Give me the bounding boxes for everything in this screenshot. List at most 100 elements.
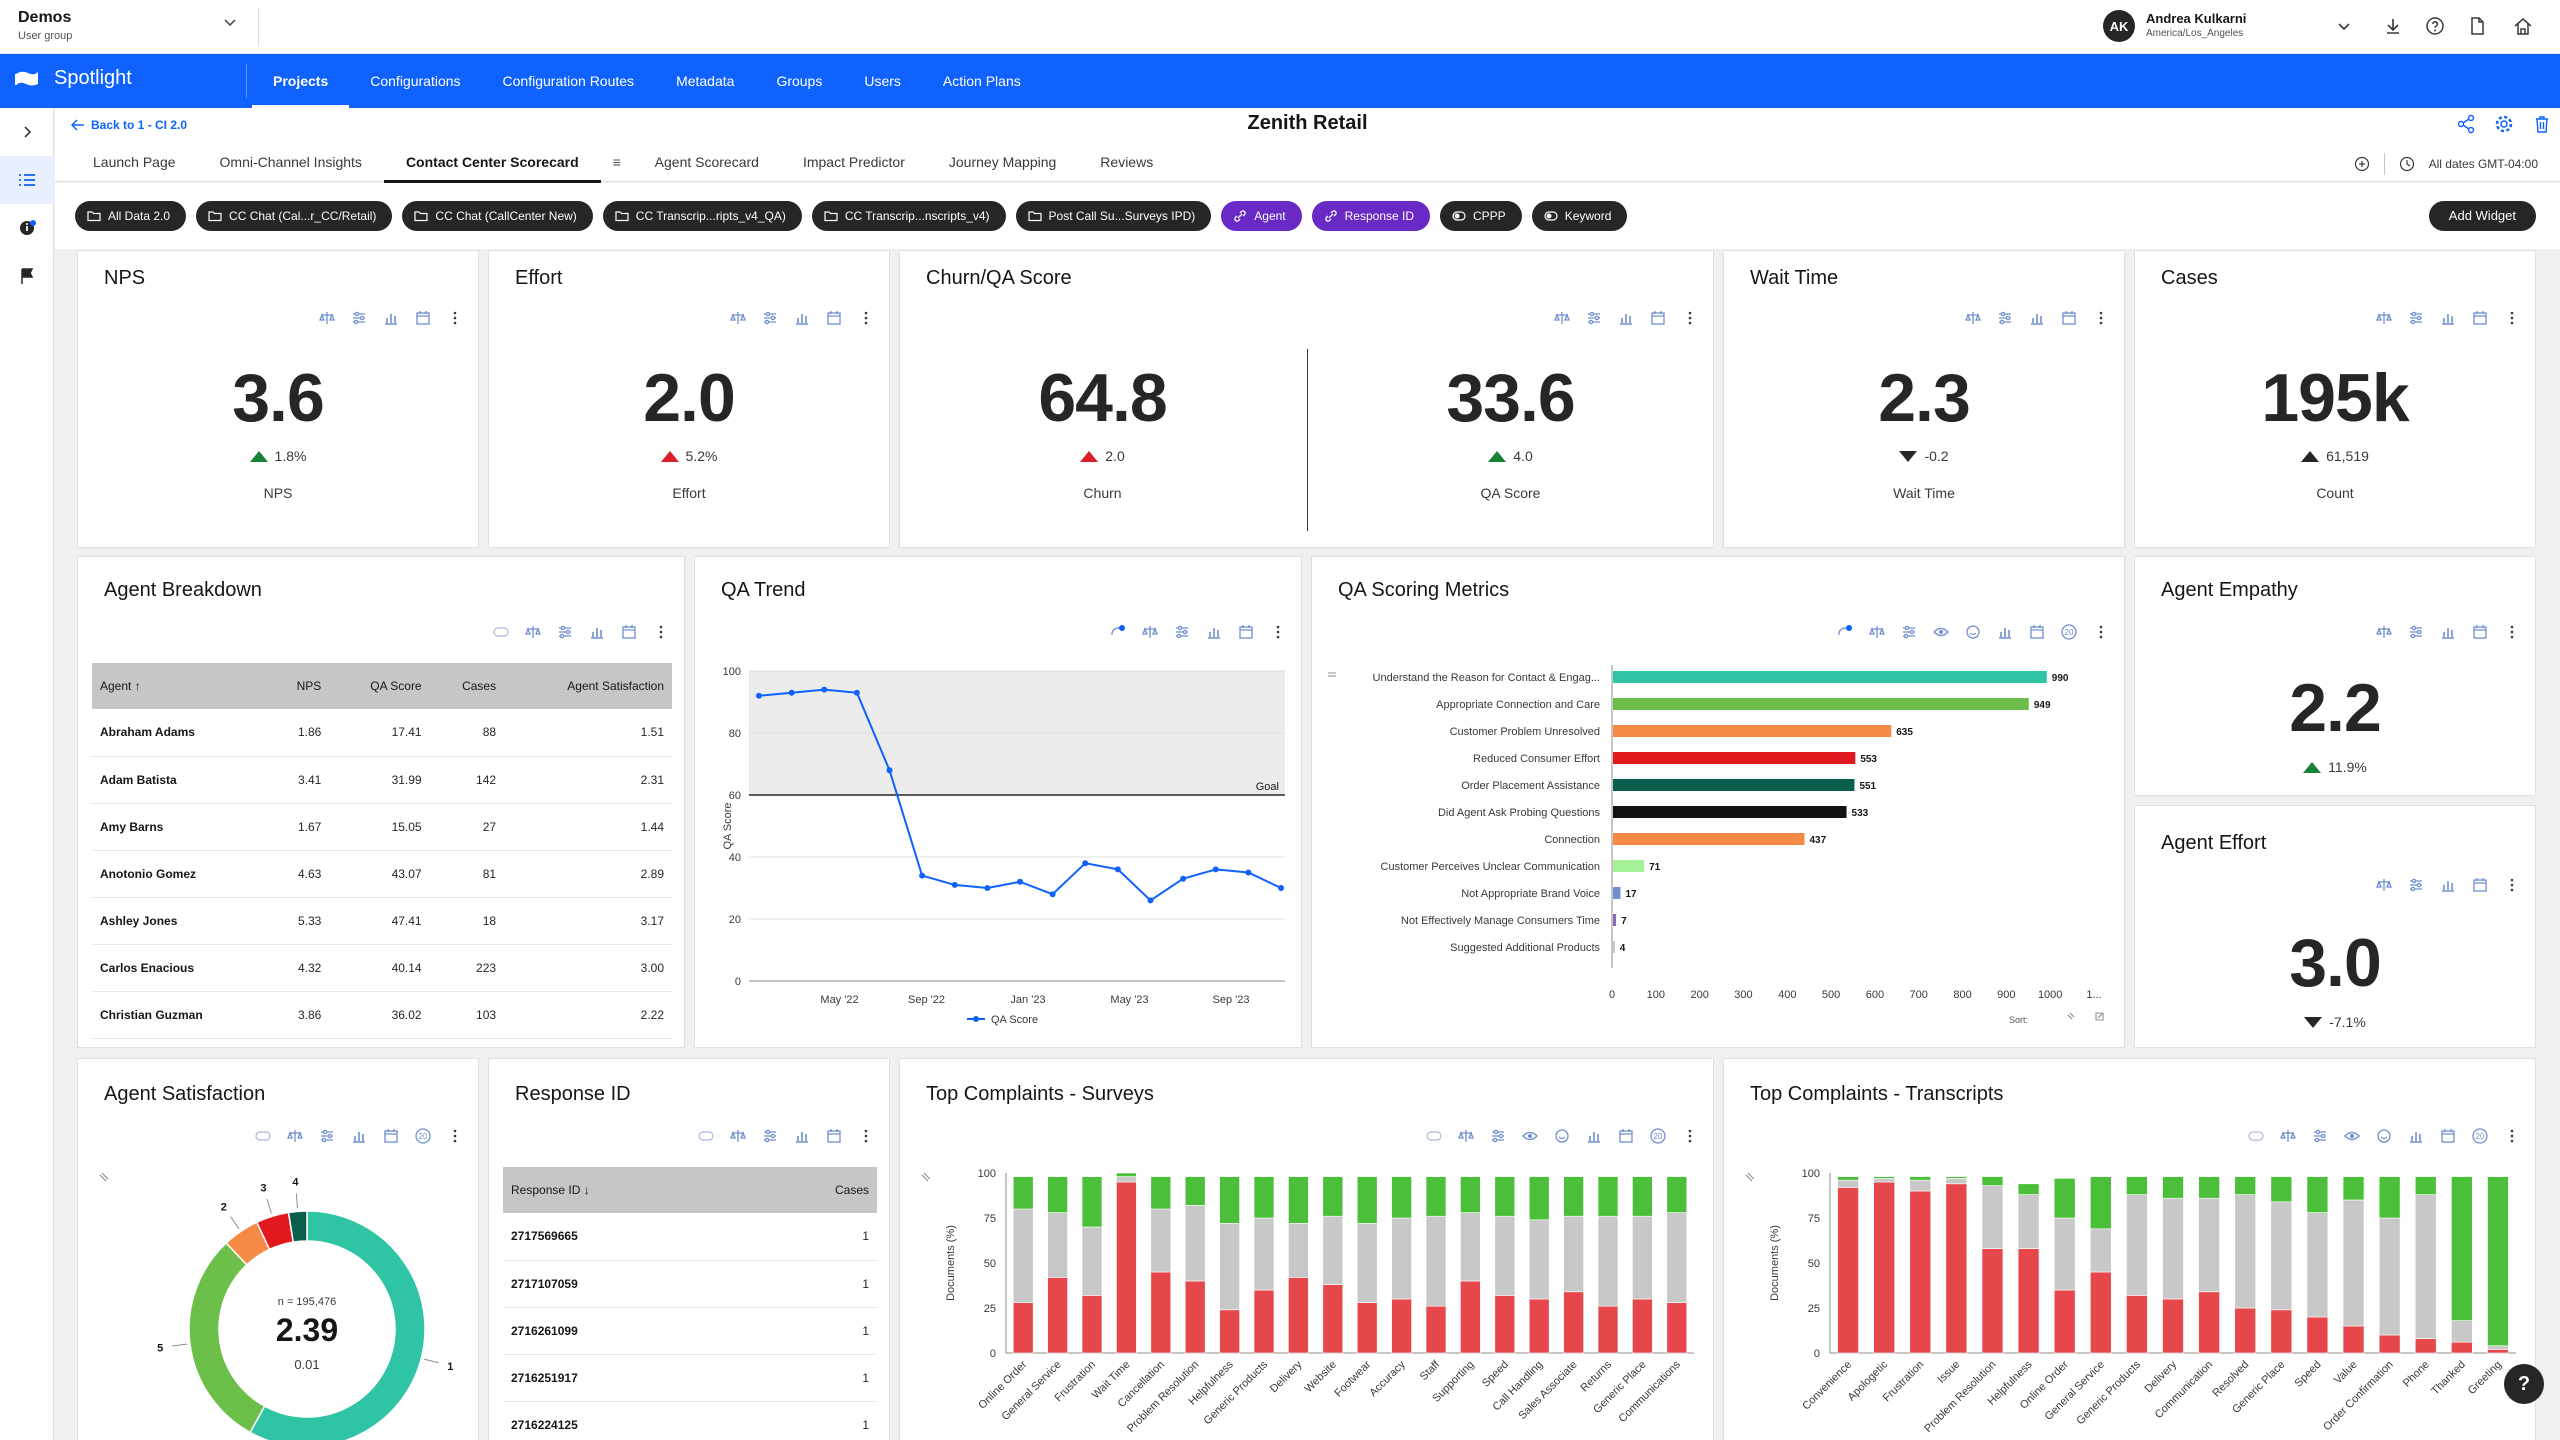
toggle-icon[interactable] [254, 1127, 272, 1145]
bar-segment-positive[interactable] [1322, 1176, 1344, 1217]
chevron-down-icon[interactable] [2333, 15, 2355, 37]
bar-segment-negative[interactable] [1322, 1284, 1344, 1354]
overflow-menu-icon[interactable] [446, 309, 464, 327]
donut-slice[interactable] [287, 1210, 308, 1243]
filter-chip[interactable]: Post Call Su...Surveys IPD) [1015, 201, 1212, 231]
calendar-icon[interactable] [2471, 876, 2489, 894]
sort-icon[interactable] [921, 1172, 931, 1182]
bar-segment-negative[interactable] [2378, 1334, 2401, 1354]
bar-segment-negative[interactable] [1253, 1289, 1275, 1354]
bar-segment-negative[interactable] [2234, 1307, 2256, 1354]
bar-segment-negative[interactable] [1184, 1280, 1206, 1354]
date-range[interactable]: All dates GMT-04:00 [2428, 157, 2538, 171]
bar-segment-positive[interactable] [1632, 1176, 1653, 1217]
bar-segment-negative[interactable] [1837, 1187, 1859, 1354]
donut-slice[interactable] [249, 1210, 426, 1440]
table-row[interactable]: 2717569665 1 [503, 1213, 877, 1261]
back-link[interactable]: Back to 1 - CI 2.0 [71, 118, 187, 132]
bar-chart-icon[interactable] [1617, 309, 1635, 327]
bar[interactable] [1613, 752, 1856, 764]
bar-segment-positive[interactable] [1666, 1176, 1688, 1213]
table-row[interactable]: 2717107059 1 [503, 1260, 877, 1308]
bar-segment-positive[interactable] [1460, 1176, 1481, 1213]
compare-icon[interactable] [286, 1127, 304, 1145]
filter-icon[interactable] [1996, 309, 2014, 327]
calendar-icon[interactable] [2471, 309, 2489, 327]
overflow-menu-icon[interactable] [1681, 1127, 1699, 1145]
compare-icon[interactable] [729, 309, 747, 327]
bar-segment-neutral[interactable] [1253, 1217, 1275, 1291]
help-button[interactable]: ? [2504, 1364, 2544, 1404]
sentiment-icon[interactable] [1553, 1127, 1571, 1145]
overflow-menu-icon[interactable] [1269, 623, 1287, 641]
bar-segment-negative[interactable] [1081, 1295, 1103, 1354]
bar-segment-neutral[interactable] [1184, 1205, 1206, 1282]
bar-segment-positive[interactable] [2053, 1178, 2076, 1219]
bar-segment-negative[interactable] [1425, 1305, 1447, 1354]
bar-segment-negative[interactable] [2487, 1349, 2509, 1354]
bar-segment-positive[interactable] [1563, 1176, 1584, 1217]
compare-icon[interactable] [2375, 876, 2393, 894]
bar-segment-positive[interactable] [1288, 1176, 1309, 1224]
badge-icon[interactable]: 20 [2471, 1127, 2489, 1145]
bar-segment-neutral[interactable] [1563, 1215, 1584, 1293]
bar-segment-neutral[interactable] [2090, 1228, 2112, 1273]
bar-segment-negative[interactable] [2342, 1325, 2365, 1354]
bar-segment-neutral[interactable] [1632, 1215, 1653, 1300]
filter-chip[interactable]: Response ID [1311, 201, 1430, 231]
table-row[interactable]: Abraham Adams 1.86 17.41 88 1.51 [92, 709, 672, 757]
bar-segment-neutral[interactable] [2126, 1194, 2148, 1296]
data-point[interactable] [1114, 866, 1121, 873]
nav-item-metadata[interactable]: Metadata [676, 73, 735, 89]
filter-chip[interactable]: CC Chat (Cal...r_CC/Retail) [196, 201, 393, 231]
bar-segment-negative[interactable] [1563, 1291, 1584, 1354]
bar-segment-negative[interactable] [2162, 1298, 2184, 1354]
bar-segment-neutral[interactable] [1425, 1215, 1447, 1307]
overflow-menu-icon[interactable] [857, 309, 875, 327]
tab-impact-predictor[interactable]: Impact Predictor [802, 154, 905, 170]
bar-segment-positive[interactable] [1012, 1176, 1034, 1210]
bar-segment-negative[interactable] [2053, 1289, 2076, 1354]
bar-chart-icon[interactable] [793, 1127, 811, 1145]
overflow-menu-icon[interactable] [2503, 623, 2521, 641]
calendar-icon[interactable] [2439, 1127, 2457, 1145]
bar-segment-negative[interactable] [2126, 1295, 2148, 1354]
nav-item-configuration-routes[interactable]: Configuration Routes [502, 73, 635, 89]
sort-icon[interactable] [2067, 1012, 2075, 1020]
overflow-menu-icon[interactable] [652, 623, 670, 641]
bar-segment-negative[interactable] [2270, 1309, 2293, 1354]
overflow-menu-icon[interactable] [2503, 876, 2521, 894]
bar-segment-negative[interactable] [2414, 1338, 2437, 1354]
bar-segment-positive[interactable] [2198, 1176, 2220, 1199]
bar-segment-negative[interactable] [1356, 1302, 1378, 1354]
bar-segment-neutral[interactable] [2234, 1194, 2256, 1309]
filter-icon[interactable] [761, 1127, 779, 1145]
compare-icon[interactable] [524, 623, 542, 641]
calendar-icon[interactable] [825, 1127, 843, 1145]
bar-segment-neutral[interactable] [1356, 1223, 1378, 1303]
bar[interactable] [1613, 833, 1805, 845]
bar[interactable] [1613, 941, 1615, 953]
trash-icon[interactable] [2532, 114, 2552, 134]
table-row[interactable]: Christian Guzman 3.86 36.02 103 2.22 [92, 991, 672, 1039]
bar-chart-icon[interactable] [2028, 309, 2046, 327]
bar-segment-positive[interactable] [2451, 1176, 2473, 1321]
edit-icon[interactable] [2095, 1012, 2104, 1021]
bar-segment-positive[interactable] [1116, 1172, 1137, 1177]
bar-segment-neutral[interactable] [1460, 1212, 1481, 1282]
tab-contact-center-scorecard[interactable]: Contact Center Scorecard [383, 142, 601, 183]
nav-item-projects[interactable]: Projects [252, 54, 350, 108]
bar-segment-negative[interactable] [1219, 1309, 1240, 1354]
table-row[interactable]: 2716224125 1 [503, 1401, 877, 1440]
badge-icon[interactable]: 20 [1649, 1127, 1667, 1145]
data-point[interactable] [1278, 885, 1284, 891]
bar-segment-negative[interactable] [1632, 1298, 1653, 1354]
overflow-menu-icon[interactable] [2092, 309, 2110, 327]
share-icon[interactable] [2456, 114, 2476, 134]
bar-segment-positive[interactable] [2378, 1176, 2401, 1219]
bar-segment-positive[interactable] [1528, 1176, 1550, 1221]
bar-segment-positive[interactable] [1597, 1176, 1619, 1217]
bar-segment-neutral[interactable] [1528, 1219, 1550, 1300]
filter-chip[interactable]: Agent [1221, 201, 1302, 231]
badge-icon[interactable]: 20 [414, 1127, 432, 1145]
